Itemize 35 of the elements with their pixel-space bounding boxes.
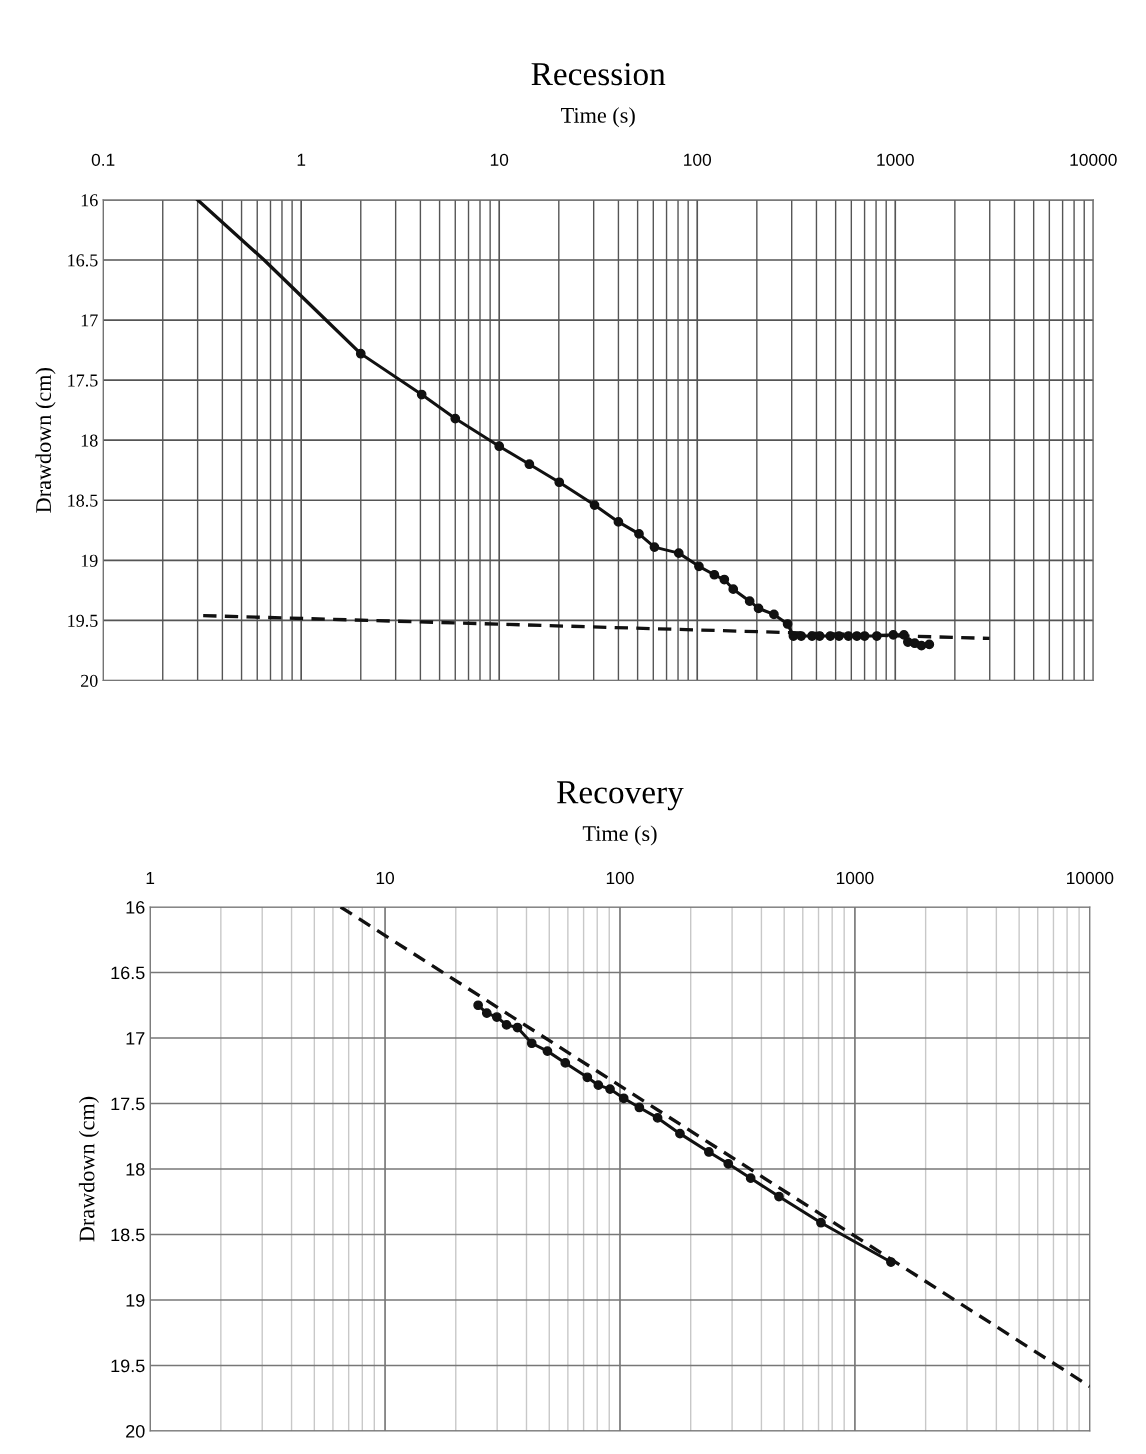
y-tick-label: 16	[126, 900, 145, 914]
x-tick-label: 10000	[1070, 153, 1117, 166]
x-axis-title: Time (s)	[582, 825, 657, 846]
y-tick-label: 18.5	[68, 494, 98, 507]
x-tick-label: 100	[606, 871, 634, 885]
x-tick-label: 10	[376, 871, 395, 885]
y-axis-title: Drawdown (cm)	[35, 368, 56, 513]
y-tick-label: 16.5	[111, 966, 145, 980]
y-tick-label: 17	[81, 314, 98, 327]
x-tick-label: 10	[490, 153, 509, 166]
y-tick-label: 17.5	[68, 374, 98, 387]
x-tick-label: 1000	[877, 153, 914, 166]
y-axis-title: Drawdown (cm)	[78, 1096, 100, 1242]
y-tick-label: 17.5	[111, 1097, 145, 1111]
x-tick-label: 10000	[1067, 871, 1114, 885]
y-tick-label: 18	[81, 434, 98, 447]
chart-title: Recession	[531, 62, 666, 86]
y-tick-label: 19.5	[111, 1359, 145, 1373]
y-tick-label: 19	[126, 1293, 145, 1307]
y-tick-label: 20	[81, 674, 98, 687]
y-tick-label: 16.5	[68, 254, 98, 267]
x-axis-title: Time (s)	[561, 107, 635, 128]
y-tick-label: 19	[81, 554, 98, 567]
x-tick-label: 1000	[836, 871, 874, 885]
chart-title: Recovery	[557, 781, 684, 811]
y-tick-label: 16	[81, 194, 98, 207]
y-tick-label: 18	[126, 1162, 145, 1176]
x-tick-label: 1	[146, 872, 155, 884]
x-tick-label: 100	[684, 153, 712, 166]
y-tick-label: 19.5	[68, 614, 98, 627]
x-tick-label: 1	[297, 153, 306, 166]
y-tick-label: 20	[126, 1424, 145, 1438]
x-tick-label: 0.1	[91, 153, 115, 166]
y-tick-label: 18.5	[111, 1228, 145, 1242]
y-tick-label: 17	[126, 1032, 145, 1045]
